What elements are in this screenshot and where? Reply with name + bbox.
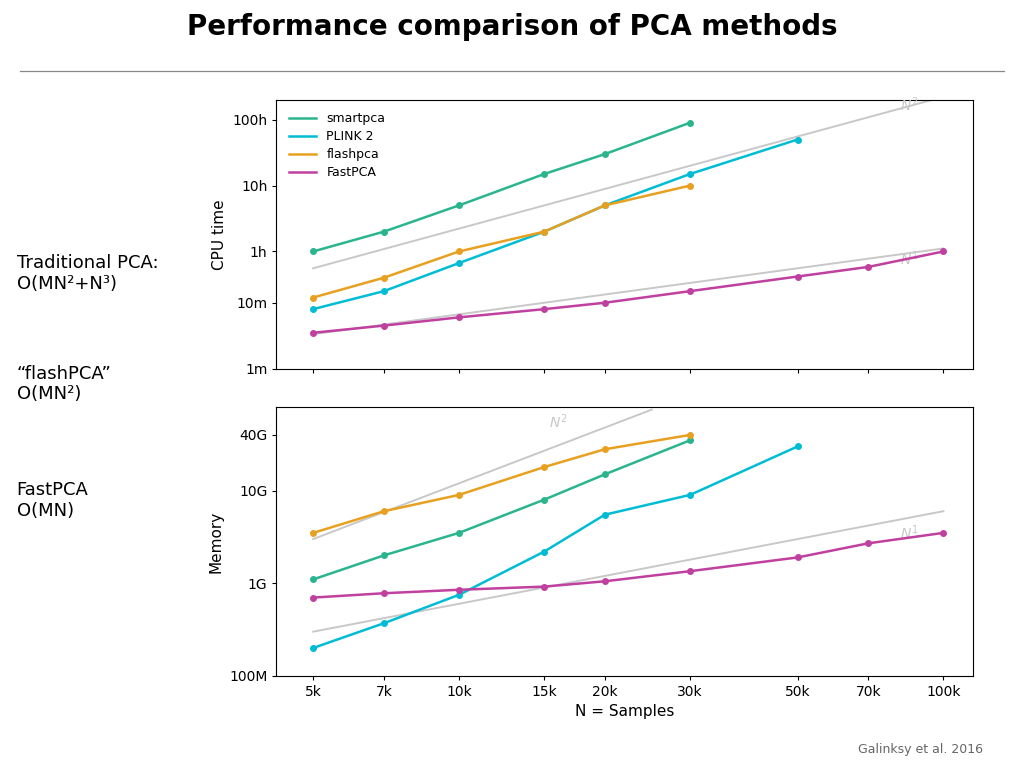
Y-axis label: CPU time: CPU time <box>212 199 226 270</box>
Text: “flashPCA”
O(MN²): “flashPCA” O(MN²) <box>16 365 112 403</box>
Text: Performance comparison of PCA methods: Performance comparison of PCA methods <box>186 13 838 41</box>
Text: Galinksy et al. 2016: Galinksy et al. 2016 <box>858 743 983 756</box>
Text: $N^2$: $N^2$ <box>900 96 919 114</box>
Y-axis label: Memory: Memory <box>209 510 223 573</box>
Legend: smartpca, PLINK 2, flashpca, FastPCA: smartpca, PLINK 2, flashpca, FastPCA <box>283 106 392 186</box>
Text: $N^2$: $N^2$ <box>549 413 567 432</box>
Text: Traditional PCA:
O(MN²+N³): Traditional PCA: O(MN²+N³) <box>16 254 159 293</box>
Text: $N^1$: $N^1$ <box>900 524 919 542</box>
Text: FastPCA
O(MN): FastPCA O(MN) <box>16 482 88 520</box>
Text: $N^1$: $N^1$ <box>900 250 919 268</box>
X-axis label: N = Samples: N = Samples <box>574 704 675 720</box>
